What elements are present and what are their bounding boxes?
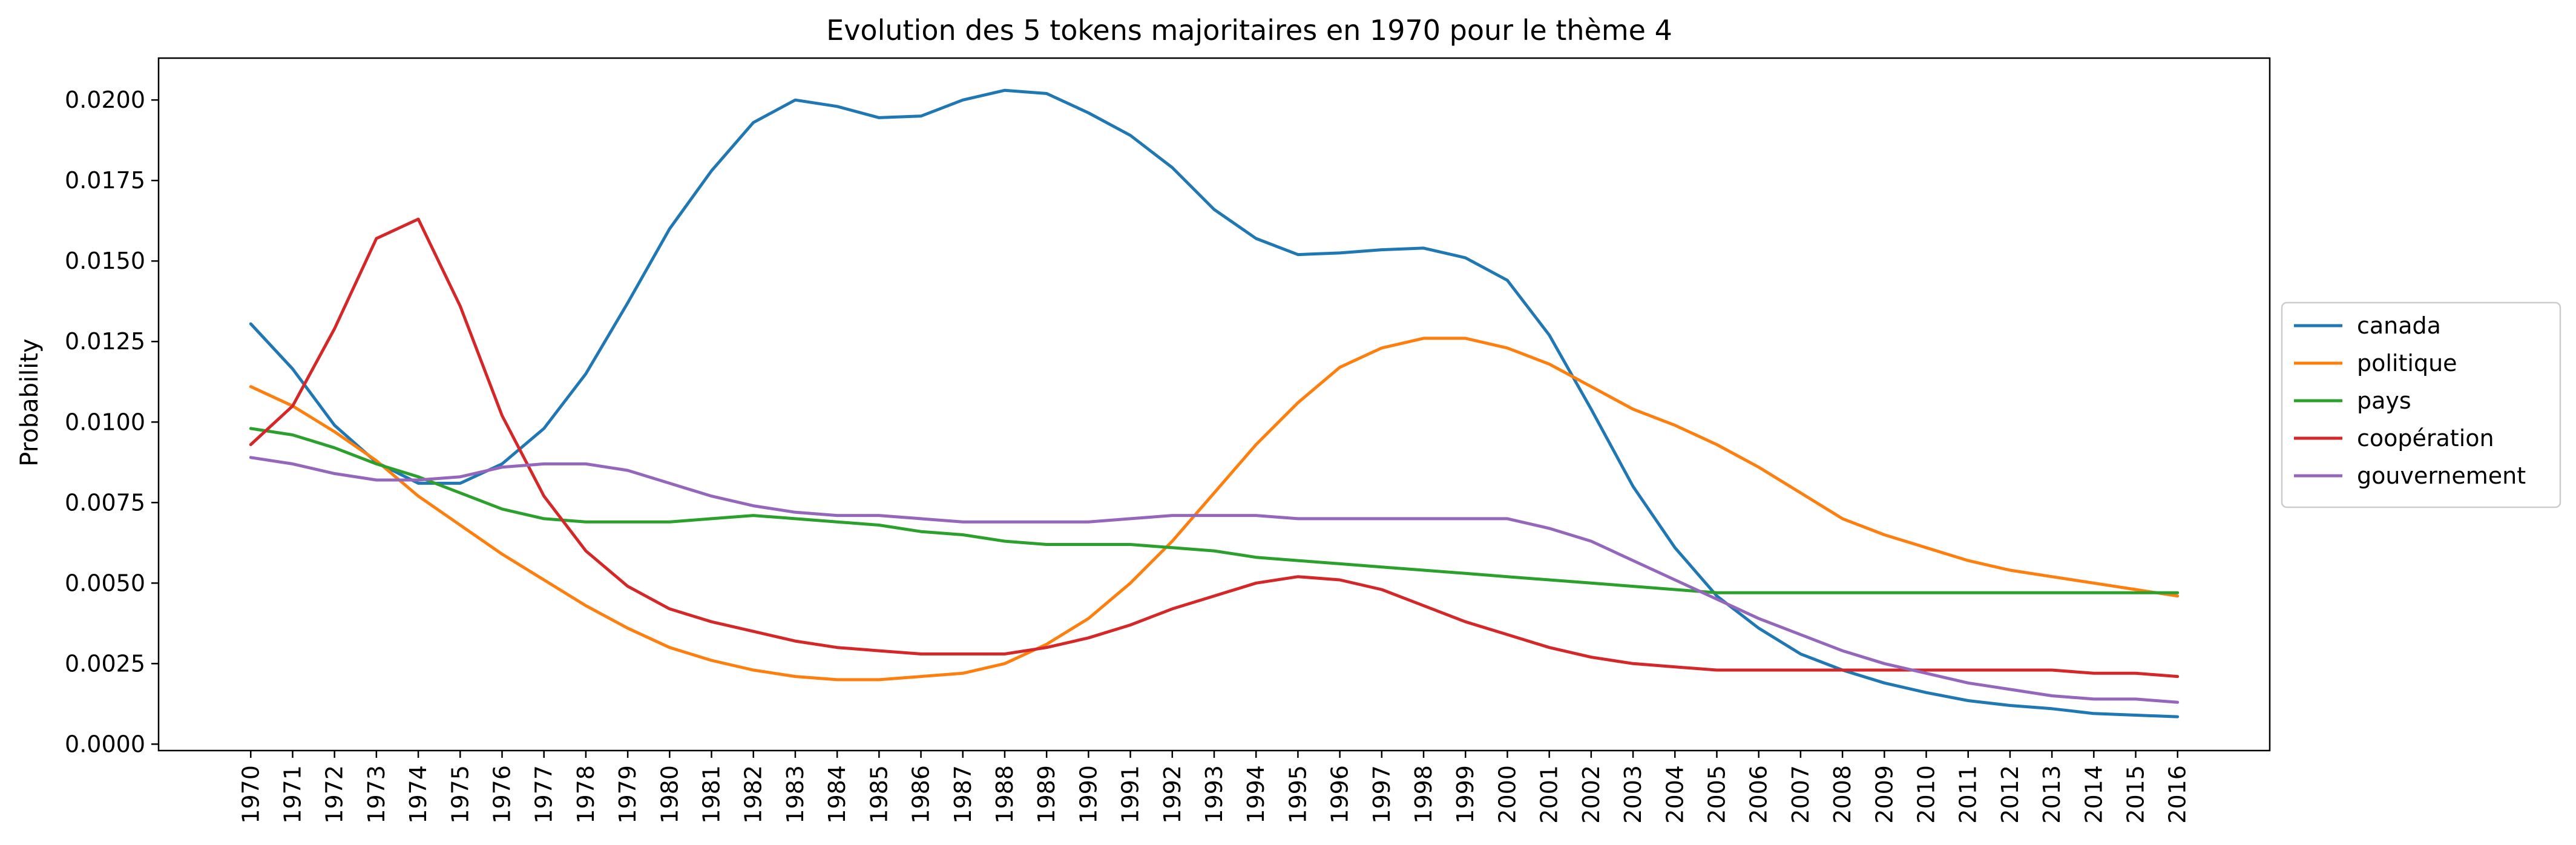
- x-tick-label: 2005: [1704, 765, 1730, 824]
- x-tick-label: 1981: [698, 765, 725, 824]
- x-tick-label: 1975: [447, 765, 473, 824]
- legend-label-canada: canada: [2357, 312, 2441, 339]
- x-tick-label: 2004: [1661, 765, 1688, 824]
- chart-title: Evolution des 5 tokens majoritaires en 1…: [826, 14, 1672, 47]
- y-tick-label: 0.0200: [65, 87, 145, 113]
- x-tick-label: 1991: [1117, 765, 1144, 824]
- x-tick-label: 1970: [237, 765, 264, 824]
- series-line-canada: [249, 88, 2180, 718]
- x-tick-label: 1998: [1410, 765, 1437, 824]
- x-tick-label: 2009: [1871, 765, 1898, 824]
- series-line-gouvernement: [249, 456, 2180, 704]
- legend-label-pays: pays: [2357, 387, 2411, 414]
- x-tick-label: 2010: [1913, 765, 1940, 824]
- y-tick-label: 0.0125: [65, 328, 145, 355]
- x-tick-label: 1973: [363, 765, 390, 824]
- y-tick-label: 0.0050: [65, 570, 145, 596]
- x-tick-label: 1990: [1075, 765, 1102, 824]
- x-tick-label: 1985: [866, 765, 892, 824]
- x-tick-label: 1974: [405, 765, 432, 824]
- y-tick-label: 0.0075: [65, 489, 145, 516]
- x-tick-label: 1978: [573, 765, 599, 824]
- series-line-pays: [249, 427, 2180, 594]
- x-tick-label: 2006: [1746, 765, 1772, 824]
- x-tick-label: 1980: [656, 765, 683, 824]
- x-tick-label: 1983: [782, 765, 809, 824]
- x-tick-label: 2011: [1955, 765, 1982, 824]
- x-tick-label: 1979: [614, 765, 641, 824]
- x-tick-label: 1977: [531, 765, 557, 824]
- x-tick-label: 2007: [1787, 765, 1814, 824]
- x-tick-label: 1982: [740, 765, 767, 824]
- x-tick-label: 1994: [1243, 765, 1269, 824]
- y-tick-label: 0.0150: [65, 248, 145, 274]
- x-tick-label: 1988: [991, 765, 1018, 824]
- plot-area: 1970 1971 1972 1973 1974 1975 1976 1977 1978 1979…: [65, 57, 2271, 824]
- y-tick-label: 0.0025: [65, 650, 145, 677]
- series-line-politique: [249, 337, 2180, 682]
- x-tick-label: 2008: [1829, 765, 1856, 824]
- x-tick-label: 2013: [2039, 765, 2065, 824]
- x-tick-label: 1972: [321, 765, 348, 824]
- x-tick-label: 1992: [1159, 765, 1186, 824]
- legend-label-politique: politique: [2357, 350, 2457, 376]
- x-tick-label: 1997: [1368, 765, 1395, 824]
- y-axis-label: Probability: [16, 338, 44, 466]
- x-tick-label: 2016: [2164, 765, 2191, 824]
- legend-label-gouvernement: gouvernement: [2357, 462, 2526, 489]
- x-tick-label: 1995: [1284, 765, 1311, 824]
- series-line-coopération: [249, 217, 2180, 679]
- legend: canada politique pays coopération gouverneme…: [2281, 301, 2561, 508]
- x-tick-label: 1976: [489, 765, 516, 824]
- legend-box: [2281, 301, 2561, 508]
- x-tick-label: 1989: [1033, 765, 1060, 824]
- x-tick-label: 2014: [2080, 765, 2107, 824]
- x-tick-label: 1996: [1327, 765, 1353, 824]
- y-tick-label: 0.0000: [65, 731, 145, 757]
- x-tick-label: 1993: [1201, 765, 1227, 824]
- x-tick-label: 1971: [280, 765, 306, 824]
- x-tick-label: 1986: [908, 765, 935, 824]
- y-tick-label: 0.0100: [65, 409, 145, 435]
- legend-label-coopération: coopération: [2357, 425, 2494, 452]
- x-tick-label: 2001: [1536, 765, 1563, 824]
- y-tick-label: 0.0175: [65, 167, 145, 194]
- x-tick-label: 2000: [1494, 765, 1520, 824]
- x-tick-label: 1984: [824, 765, 850, 824]
- x-tick-label: 2003: [1620, 765, 1646, 824]
- x-tick-label: 1987: [950, 765, 976, 824]
- x-tick-label: 2012: [1997, 765, 2023, 824]
- x-tick-label: 2015: [2123, 765, 2149, 824]
- x-tick-label: 2002: [1578, 765, 1605, 824]
- x-tick-label: 1999: [1452, 765, 1479, 824]
